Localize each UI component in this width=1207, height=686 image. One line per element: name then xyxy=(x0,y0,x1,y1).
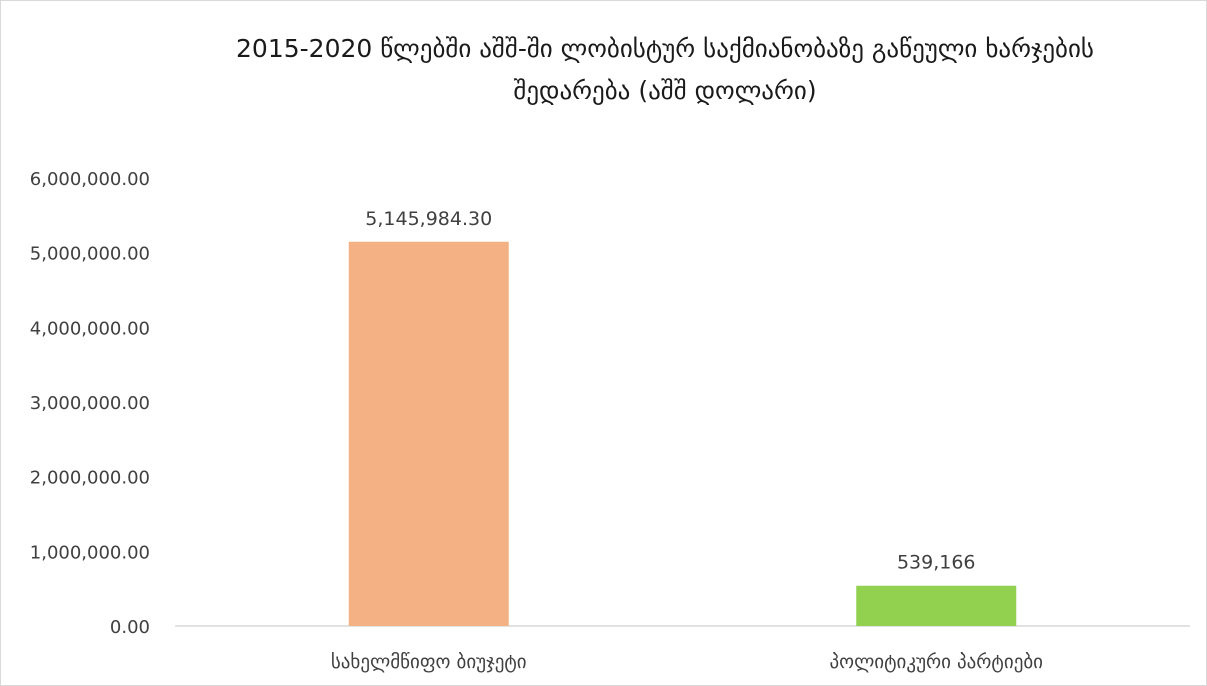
y-tick-label: 2,000,000.00 xyxy=(30,468,150,489)
x-category-label: პოლიტიკური პარტიები xyxy=(829,651,1043,673)
bar xyxy=(856,585,1017,626)
x-category-label: სახელმწიფო ბიუჯეტი xyxy=(331,651,527,673)
y-tick-label: 3,000,000.00 xyxy=(30,393,150,414)
data-label: 539,166 xyxy=(897,552,976,574)
y-tick-label: 4,000,000.00 xyxy=(30,318,150,339)
y-tick-label: 6,000,000.00 xyxy=(30,169,150,190)
chart-title-line-1: 2015-2020 წლებში აშშ-ში ლობისტურ საქმიან… xyxy=(236,34,1094,63)
bar xyxy=(348,241,509,626)
y-tick-label: 1,000,000.00 xyxy=(30,542,150,563)
chart-title: 2015-2020 წლებში აშშ-ში ლობისტურ საქმიან… xyxy=(0,28,1207,112)
y-tick-label: 5,000,000.00 xyxy=(30,244,150,265)
chart-title-line-2: შედარება (აშშ დოლარი) xyxy=(513,76,817,105)
y-tick-label: 0.00 xyxy=(110,617,150,638)
data-label: 5,145,984.30 xyxy=(365,208,492,230)
